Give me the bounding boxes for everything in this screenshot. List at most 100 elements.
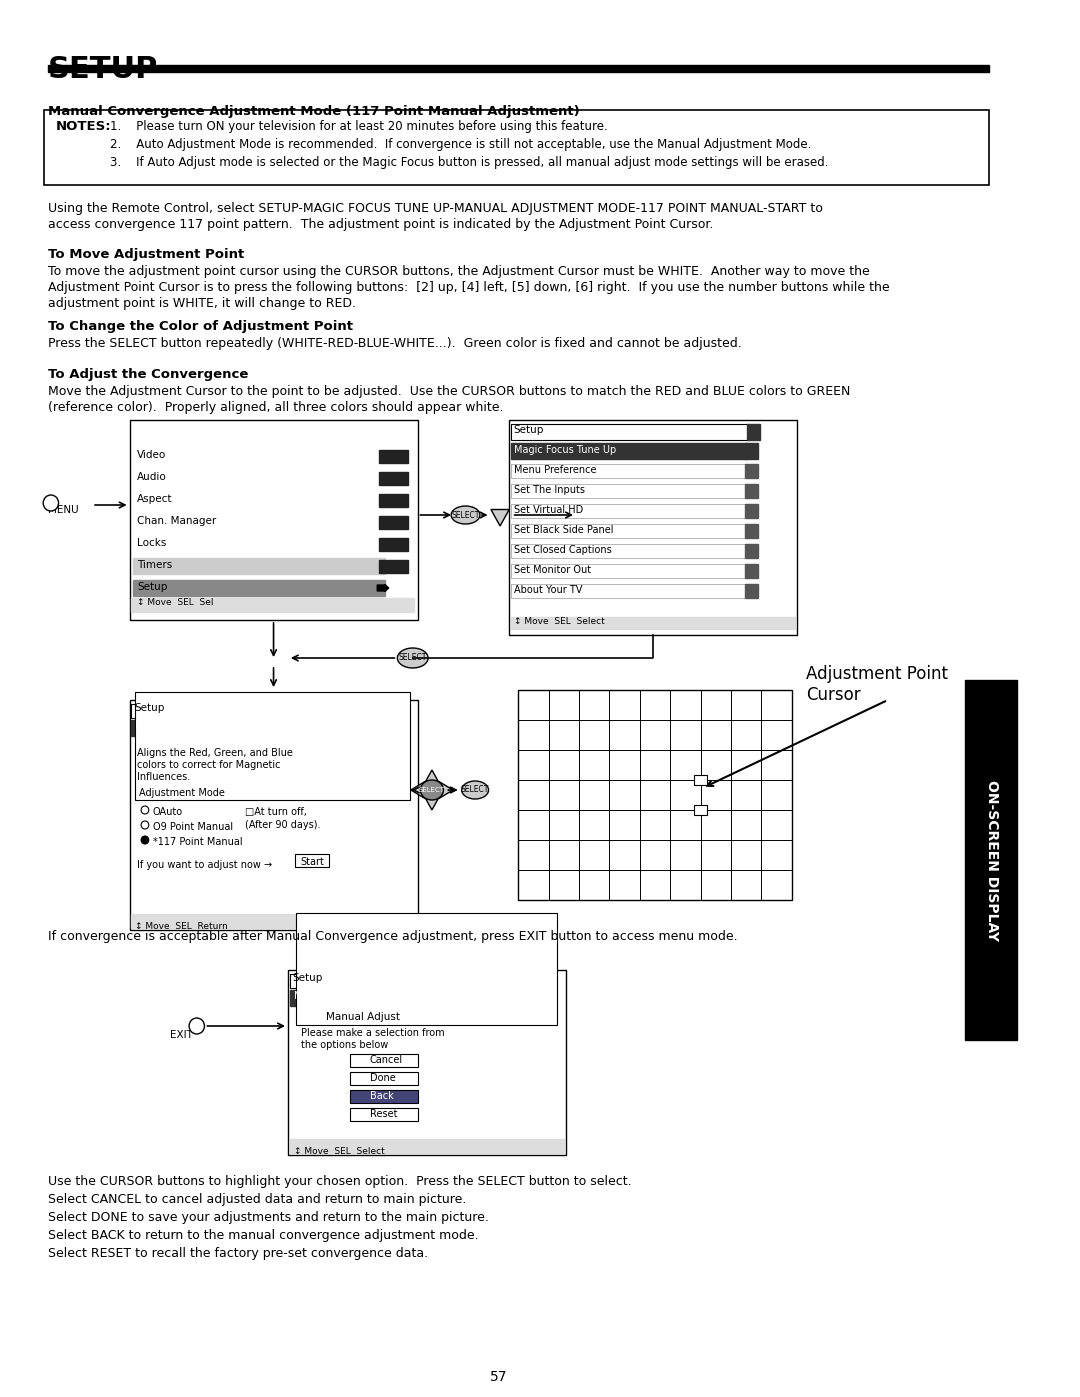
Text: SETUP: SETUP (48, 54, 159, 84)
Text: Press the SELECT button repeatedly (WHITE-RED-BLUE-WHITE...).  Green color is fi: Press the SELECT button repeatedly (WHIT… (48, 337, 742, 351)
Text: To Move Adjustment Point: To Move Adjustment Point (48, 249, 244, 261)
Text: Back: Back (369, 1091, 393, 1101)
Text: If convergence is acceptable after Manual Convergence adjustment, press EXIT but: If convergence is acceptable after Manua… (48, 930, 738, 943)
Bar (379, 538, 408, 550)
Text: MENU: MENU (48, 504, 79, 515)
Circle shape (141, 835, 149, 844)
Bar (389, 719, 401, 736)
Text: Timers: Timers (137, 560, 173, 570)
Bar (745, 483, 758, 497)
Bar (511, 443, 746, 460)
Text: ↕ Move  SEL  Select: ↕ Move SEL Select (294, 1147, 384, 1155)
Text: Done: Done (369, 1073, 395, 1083)
Text: Setup: Setup (134, 703, 165, 712)
Text: Aspect: Aspect (137, 495, 173, 504)
Text: Locks: Locks (137, 538, 166, 548)
Text: Set Closed Captions: Set Closed Captions (514, 545, 612, 555)
Text: O9 Point Manual: O9 Point Manual (152, 821, 232, 833)
Text: Adjustment Mode: Adjustment Mode (139, 788, 225, 798)
Text: (reference color).  Properly aligned, all three colors should appear white.: (reference color). Properly aligned, all… (48, 401, 503, 414)
Ellipse shape (451, 506, 480, 524)
Text: the options below: the options below (301, 1039, 389, 1051)
Bar (132, 914, 416, 928)
Text: □At turn off,: □At turn off, (245, 807, 307, 817)
Bar (745, 464, 758, 478)
Text: Menu Preference: Menu Preference (514, 465, 597, 475)
Bar (379, 450, 408, 462)
Text: Setup: Setup (293, 972, 323, 983)
Text: Manual Convergence Adjustment Mode (117 Point Manual Adjustment): Manual Convergence Adjustment Mode (117 … (48, 105, 580, 117)
Bar (511, 584, 746, 598)
Text: Setup: Setup (513, 425, 544, 434)
Text: Set Monitor Out: Set Monitor Out (514, 564, 592, 576)
Bar (379, 560, 408, 573)
FancyBboxPatch shape (518, 690, 792, 900)
Bar (511, 504, 746, 518)
Text: Magic Focus Tune Up: Magic Focus Tune Up (294, 990, 396, 1002)
Bar (296, 914, 556, 1025)
Bar (745, 443, 758, 460)
Bar (379, 472, 408, 485)
FancyBboxPatch shape (509, 420, 797, 636)
Bar (379, 495, 408, 507)
Text: ↕ Move  SEL  Return: ↕ Move SEL Return (135, 922, 228, 930)
Text: colors to correct for Magnetic: colors to correct for Magnetic (137, 760, 281, 770)
Bar (511, 617, 795, 629)
Text: To move the adjustment point cursor using the CURSOR buttons, the Adjustment Cur: To move the adjustment point cursor usin… (48, 265, 869, 278)
Text: Please make a selection from: Please make a selection from (301, 1028, 445, 1038)
Text: Cancel: Cancel (369, 1055, 403, 1065)
Text: Select DONE to save your adjustments and return to the main picture.: Select DONE to save your adjustments and… (48, 1211, 489, 1224)
Text: Magic Focus Tune Up: Magic Focus Tune Up (514, 446, 617, 455)
Bar (511, 524, 746, 538)
Bar (379, 515, 408, 529)
Bar (289, 1139, 565, 1153)
Bar (511, 483, 746, 497)
Text: To Adjust the Convergence: To Adjust the Convergence (48, 367, 248, 381)
FancyBboxPatch shape (130, 700, 418, 930)
Text: access convergence 117 point pattern.  The adjustment point is indicated by the : access convergence 117 point pattern. Th… (48, 218, 714, 231)
Bar (964, 680, 1017, 1039)
Bar (745, 564, 758, 578)
Bar (134, 557, 384, 574)
Text: SELECT: SELECT (419, 787, 445, 793)
Text: SELECT: SELECT (399, 654, 427, 662)
Bar (295, 854, 329, 868)
Text: Manual Adjust: Manual Adjust (326, 1011, 401, 1023)
Text: NOTES:: NOTES: (56, 120, 111, 133)
Text: Adjustment Point Cursor is to press the following buttons:  [2] up, [4] left, [5: Adjustment Point Cursor is to press the … (48, 281, 890, 293)
Text: 57: 57 (490, 1370, 508, 1384)
Text: OAuto: OAuto (152, 807, 183, 817)
Text: Video: Video (137, 450, 166, 460)
Ellipse shape (397, 648, 428, 668)
Text: ON-SCREEN DISPLAY: ON-SCREEN DISPLAY (985, 780, 999, 940)
Bar (511, 425, 748, 440)
Text: Setup: Setup (137, 583, 167, 592)
Text: Adjustment Point
Cursor: Adjustment Point Cursor (807, 665, 948, 704)
Bar (350, 1108, 418, 1120)
Text: ↕ Move  SEL  Select: ↕ Move SEL Select (514, 617, 605, 626)
Bar (350, 1090, 418, 1104)
Bar (694, 775, 707, 785)
Text: Magic Focus Tune Up: Magic Focus Tune Up (135, 721, 238, 731)
Text: EXIT: EXIT (170, 1030, 192, 1039)
Text: adjustment point is WHITE, it will change to RED.: adjustment point is WHITE, it will chang… (48, 298, 356, 310)
Text: Aligns the Red, Green, and Blue: Aligns the Red, Green, and Blue (137, 747, 293, 759)
Text: Select RESET to recall the factory pre-set convergence data.: Select RESET to recall the factory pre-s… (48, 1248, 428, 1260)
Text: SELECT: SELECT (461, 785, 489, 795)
Bar (511, 564, 746, 578)
Text: Reset: Reset (369, 1109, 397, 1119)
Bar (694, 805, 707, 814)
Bar (132, 704, 228, 718)
Ellipse shape (461, 781, 488, 799)
Text: 3.    If Auto Adjust mode is selected or the Magic Focus button is pressed, all : 3. If Auto Adjust mode is selected or th… (110, 156, 828, 169)
Text: Using the Remote Control, select SETUP-MAGIC FOCUS TUNE UP-MANUAL ADJUSTMENT MOD: Using the Remote Control, select SETUP-M… (48, 203, 823, 215)
Circle shape (141, 806, 149, 814)
Text: Set The Inputs: Set The Inputs (514, 485, 585, 495)
FancyBboxPatch shape (44, 110, 988, 184)
Bar (511, 464, 746, 478)
Circle shape (43, 495, 58, 511)
Bar (350, 1053, 418, 1067)
Text: About Your TV: About Your TV (514, 585, 583, 595)
Bar (134, 580, 384, 597)
Bar (48, 66, 988, 73)
